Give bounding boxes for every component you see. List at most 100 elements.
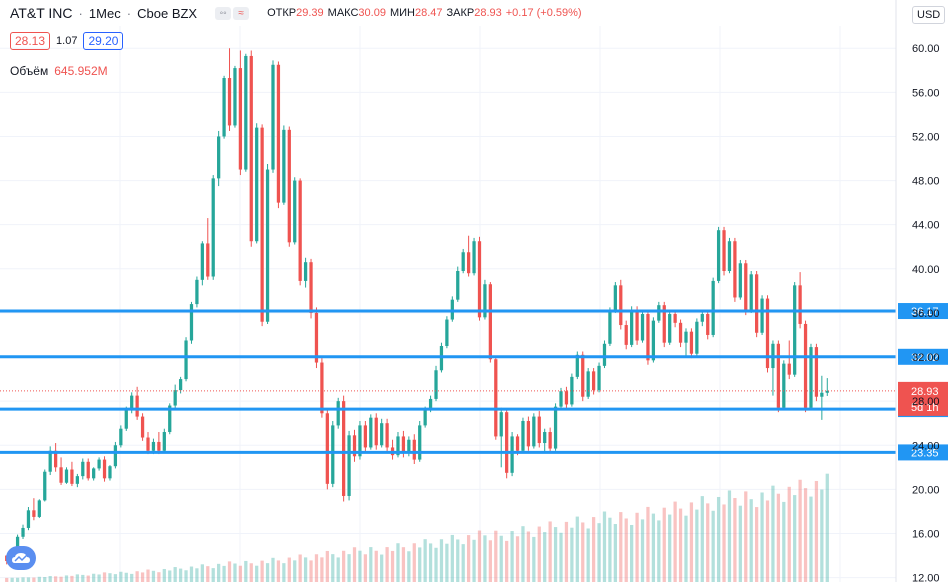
candle-body [200, 243, 204, 280]
candle-body [646, 314, 650, 361]
candle-body [678, 322, 683, 343]
volume-bar [456, 539, 460, 582]
volume-bar [200, 564, 204, 582]
volume-bar [48, 576, 52, 582]
volume-bar [570, 527, 574, 582]
volume-bar [602, 511, 607, 582]
volume-bar [553, 527, 558, 582]
candle [461, 248, 465, 274]
candle [727, 237, 732, 274]
volume-bar [320, 557, 324, 582]
volume-bar [597, 523, 601, 582]
interval-label[interactable]: 1Мес [88, 5, 121, 21]
volume-bar [608, 517, 612, 582]
volume-bar [428, 543, 433, 582]
volume-bar [733, 498, 737, 582]
candle [113, 441, 118, 469]
tradingview-logo-icon[interactable] [6, 546, 36, 570]
candle [211, 175, 215, 280]
candle [271, 60, 275, 173]
candlesticks [5, 48, 829, 565]
candle [765, 295, 770, 373]
candle [53, 443, 58, 472]
candle-body [537, 416, 541, 444]
candle [553, 403, 558, 451]
volume-bar [37, 576, 41, 582]
candle [369, 414, 373, 450]
volume-bar [168, 570, 172, 582]
volume-bar [184, 570, 188, 582]
volume-bar [477, 530, 482, 582]
candle [418, 420, 422, 462]
candle-body [543, 432, 547, 444]
candle [543, 428, 547, 452]
wave-icon[interactable]: ≈ [233, 6, 250, 20]
candle-body [255, 127, 259, 242]
volume-legend: Объём 645.952M [10, 64, 108, 78]
volume-bar [787, 486, 791, 582]
volume-bar [130, 573, 134, 582]
candle [445, 316, 449, 349]
open-label: ОТКР [267, 7, 297, 19]
volume-bar [255, 565, 259, 582]
candle-body [586, 371, 590, 397]
candle [526, 416, 531, 451]
volume-bar [102, 572, 107, 582]
volume-bar [135, 571, 139, 582]
sell-button[interactable]: 28.13 [10, 32, 51, 50]
candle [352, 429, 357, 462]
candle [282, 125, 286, 205]
exchange-label: Cboe BZX [137, 5, 198, 21]
currency-button[interactable]: USD [912, 6, 946, 24]
volume-bar [331, 554, 335, 582]
candle [195, 276, 199, 308]
volume-bar [10, 577, 14, 582]
y-tick-label: 40.00 [912, 264, 940, 276]
volume-bar [646, 506, 650, 582]
candle-body [749, 274, 753, 311]
volume-bar [151, 570, 156, 582]
volume-bar [765, 500, 770, 582]
volume-bar [510, 531, 514, 582]
candle-body [102, 459, 107, 479]
volume-bar [157, 572, 161, 582]
candle [537, 411, 541, 448]
volume-bar [407, 551, 411, 582]
candle [64, 467, 69, 484]
candle [380, 418, 384, 448]
candle-body [189, 304, 194, 341]
candle [390, 439, 395, 460]
high-label: МАКС [327, 7, 359, 19]
candle [119, 425, 123, 448]
candle [668, 310, 672, 345]
candle-body [15, 536, 20, 551]
volume-bar [695, 509, 699, 582]
buy-button[interactable]: 29.20 [83, 32, 124, 50]
symbol-title[interactable]: AT&T INC [10, 5, 73, 21]
volume-bar [499, 535, 503, 582]
volume-bar [26, 577, 31, 582]
cloud-icon [12, 553, 30, 563]
level-price-label: 32.02 [911, 352, 939, 364]
candle [733, 237, 737, 302]
volume-bar [803, 488, 808, 582]
candle-body [140, 416, 145, 438]
volume-bar [369, 547, 373, 582]
open-value: 29.39 [296, 7, 324, 19]
volume-bar [575, 516, 579, 582]
y-tick-label: 16.00 [912, 528, 940, 540]
candle-body [760, 298, 764, 333]
candle [374, 413, 378, 450]
volume-bar [515, 536, 520, 582]
eye-off-icon[interactable]: ◦◦ [215, 6, 232, 20]
candle-body [575, 354, 579, 377]
volume-bar [412, 543, 416, 582]
candle [472, 237, 476, 276]
volume-bar [276, 560, 281, 582]
volume-bar [217, 563, 221, 582]
candle-body [260, 127, 264, 322]
candle [608, 307, 612, 346]
candle [434, 365, 438, 402]
